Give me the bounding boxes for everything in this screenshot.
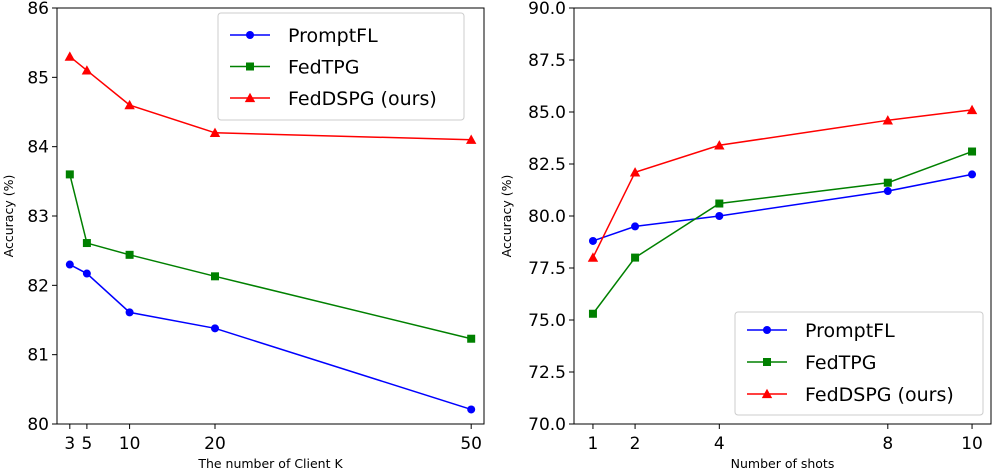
- data-point: [883, 187, 892, 196]
- data-point: [968, 170, 977, 179]
- legend-label: FedDSPG (ours): [805, 384, 954, 406]
- legend: PromptFL FedTPG FedDSPG (ours): [734, 311, 984, 416]
- y-tick-label: 80.0: [528, 207, 566, 227]
- series-promptfl: [588, 170, 977, 245]
- legend-label: PromptFL: [288, 25, 378, 47]
- x-axis-label: Number of shots: [731, 456, 835, 471]
- legend-marker: [763, 358, 771, 366]
- y-tick-label: 84: [27, 138, 49, 158]
- data-point: [467, 405, 476, 414]
- data-point: [966, 104, 978, 115]
- data-point: [883, 178, 892, 187]
- series-promptfl: [65, 260, 476, 414]
- data-point: [82, 239, 91, 248]
- legend-item: PromptFL: [230, 25, 378, 47]
- legend-item: FedTPG: [747, 352, 876, 374]
- y-tick-label: 90.0: [528, 0, 566, 19]
- y-tick-label: 85: [27, 68, 49, 88]
- x-axis-label: The number of Client K: [197, 456, 343, 471]
- data-point: [65, 260, 74, 269]
- y-tick-label: 82: [27, 276, 49, 296]
- x-tick-label: 10: [961, 434, 983, 454]
- chart-client-k: 80 81 82 83 84 85 86 3 5 10 20 50 The number of Clie…: [1, 0, 485, 471]
- y-tick-label: 80: [27, 415, 49, 435]
- data-point: [588, 236, 597, 245]
- data-point: [210, 272, 219, 281]
- y-tick-label: 86: [27, 0, 49, 19]
- y-tick-label: 77.5: [528, 259, 566, 279]
- x-tick-label: 8: [882, 434, 893, 454]
- data-point: [882, 115, 894, 125]
- data-point: [587, 252, 599, 262]
- y-tick-label: 72.5: [528, 363, 566, 383]
- y-axis-label: Accuracy (%): [499, 175, 514, 258]
- data-point: [124, 99, 135, 110]
- x-tick-label: 3: [64, 434, 75, 454]
- x-tick-label: 2: [630, 434, 641, 454]
- data-point: [715, 212, 724, 220]
- series-feddspg-ours: [587, 104, 978, 262]
- chart-number-of-shots: 70.0 72.5 75.0 77.5 80.0 82.5 85.0 87.5 90.0 1 2 4 8…: [499, 0, 992, 471]
- data-point: [210, 324, 219, 333]
- legend-box: [734, 311, 984, 416]
- legend-label: FedDSPG (ours): [288, 88, 437, 110]
- series-line: [592, 173, 973, 242]
- legend-item: FedDSPG (ours): [747, 384, 954, 406]
- legend: PromptFL FedTPG FedDSPG (ours): [217, 12, 465, 121]
- legend-item: FedTPG: [230, 57, 359, 79]
- y-tick-label: 75.0: [528, 311, 566, 331]
- series-fedtpg: [65, 170, 476, 343]
- data-point: [125, 250, 134, 259]
- data-point: [629, 167, 641, 177]
- series-line: [592, 109, 973, 258]
- data-point: [465, 134, 477, 144]
- legend-marker: [763, 326, 771, 334]
- data-point: [631, 253, 640, 262]
- legend-item: FedDSPG (ours): [230, 88, 437, 110]
- data-point: [125, 308, 134, 317]
- legend-label: PromptFL: [805, 320, 895, 342]
- y-tick-label: 81: [27, 346, 49, 366]
- data-point: [467, 334, 476, 343]
- legend-label: FedTPG: [805, 352, 876, 374]
- series-line: [592, 150, 973, 315]
- y-tick-label: 83: [27, 207, 49, 227]
- plot-frame: [573, 7, 992, 425]
- legend-marker: [761, 388, 773, 399]
- legend-label: FedTPG: [288, 57, 359, 79]
- y-tick-label: 82.5: [528, 155, 566, 175]
- data-point: [82, 269, 91, 278]
- y-tick-label: 70.0: [528, 415, 566, 435]
- legend-marker: [246, 62, 254, 71]
- data-point: [65, 170, 74, 179]
- x-tick-label: 20: [204, 434, 226, 454]
- data-point: [209, 127, 221, 137]
- x-tick-label: 50: [460, 434, 482, 454]
- series-feddspg-ours: [64, 51, 477, 144]
- legend-item: PromptFL: [747, 320, 895, 342]
- x-tick-label: 4: [714, 434, 725, 454]
- series-line: [69, 263, 472, 411]
- data-point: [64, 51, 76, 61]
- y-tick-label: 87.5: [528, 51, 566, 71]
- data-point: [714, 140, 725, 150]
- y-axis-label: Accuracy (%): [1, 175, 16, 258]
- legend-box: [217, 12, 465, 121]
- y-tick-label: 85.0: [528, 103, 566, 123]
- plot-frame: [56, 7, 485, 425]
- data-point: [588, 309, 597, 318]
- data-point: [715, 199, 724, 208]
- x-tick-label: 10: [119, 434, 141, 454]
- data-point: [631, 222, 640, 231]
- x-tick-label: 5: [81, 434, 92, 454]
- series-fedtpg: [588, 147, 977, 318]
- legend-marker: [244, 92, 256, 103]
- x-tick-label: 1: [588, 434, 599, 454]
- data-point: [968, 147, 977, 156]
- legend-marker: [246, 31, 254, 39]
- data-point: [81, 65, 93, 75]
